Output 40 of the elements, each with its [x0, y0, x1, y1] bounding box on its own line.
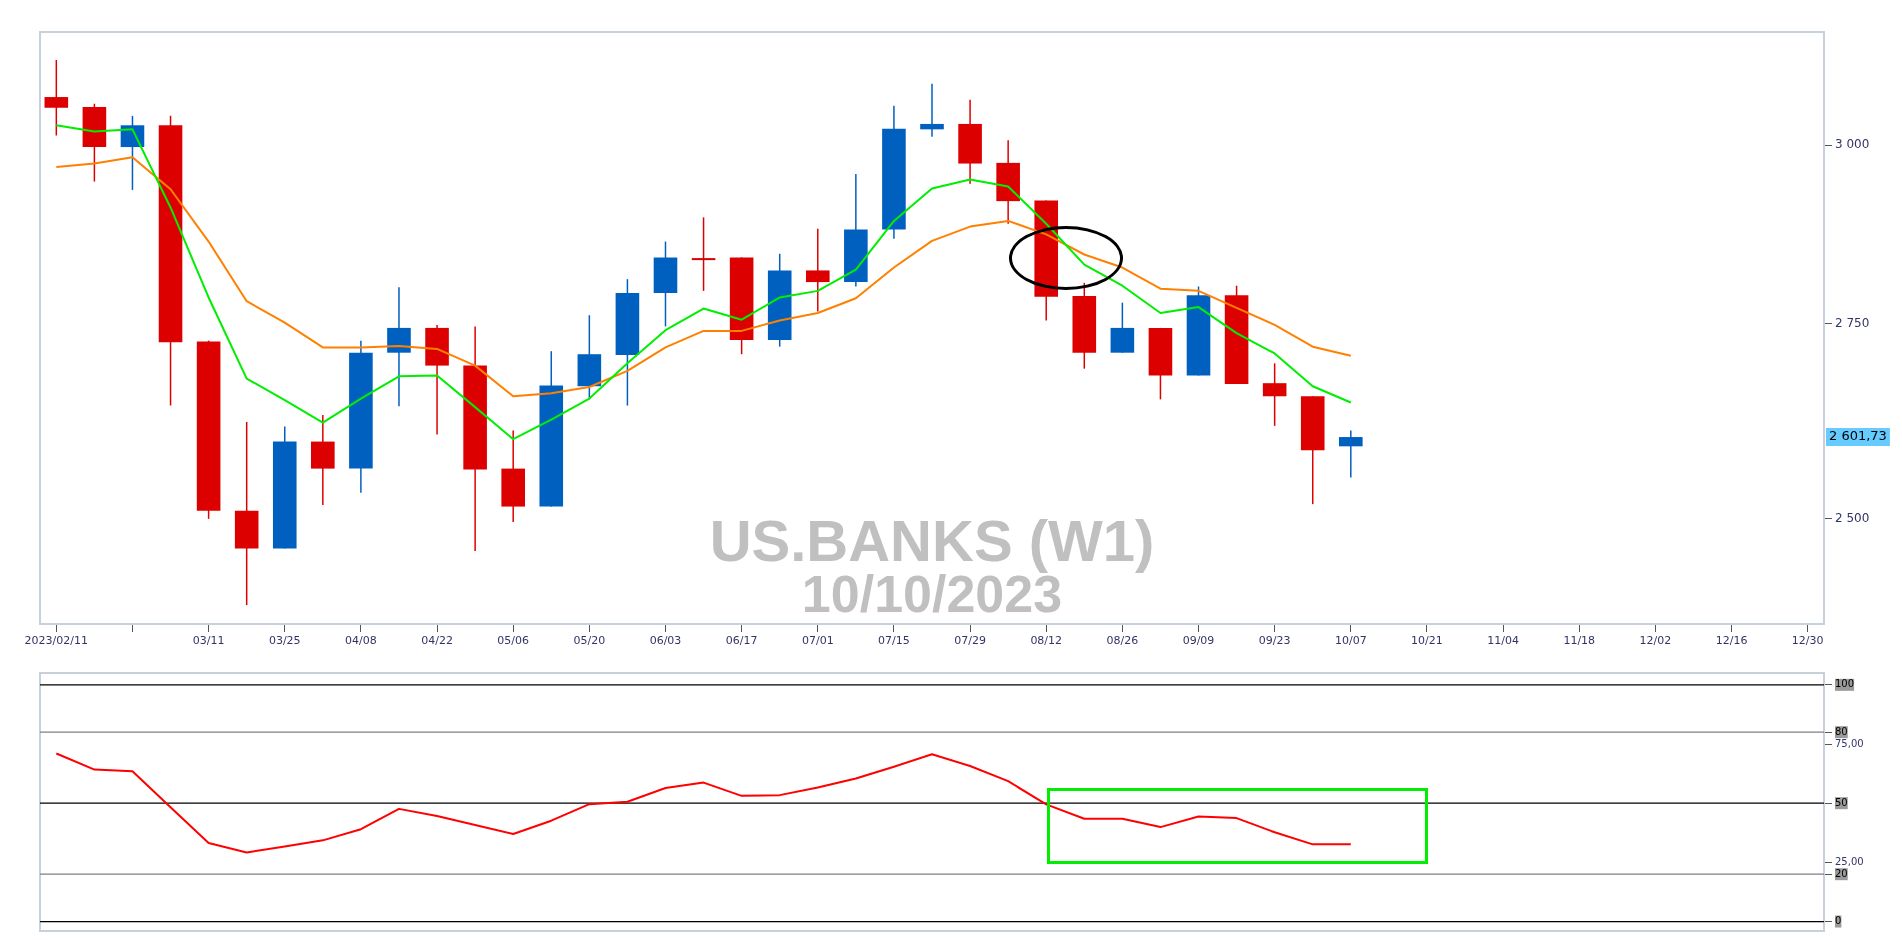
candlestick [1262, 362, 1287, 427]
candlestick [1339, 429, 1363, 479]
y-tick-label: 75,00 [1835, 737, 1864, 749]
y-tick-label: 100 [1835, 678, 1855, 690]
x-tick-label: 04/08 [345, 634, 377, 648]
y-tick-label: 0 [1835, 915, 1842, 927]
x-tick-label: 07/29 [954, 634, 986, 648]
x-tick-label: 04/22 [421, 634, 453, 648]
candlestick [44, 59, 69, 137]
x-tick-label: 07/01 [801, 634, 834, 648]
y-tick-label: 50 [1835, 796, 1848, 808]
x-tick-label: 06/17 [725, 634, 758, 648]
x-tick-label: 08/12 [1030, 634, 1063, 648]
x-tick-label: 09/23 [1258, 634, 1291, 648]
y-tick-label: 80 [1835, 725, 1848, 737]
x-tick-label: 11/18 [1563, 634, 1596, 648]
y-tick-label: 3 000 [1835, 137, 1870, 152]
y-tick-label: 20 [1835, 867, 1848, 879]
x-tick-label: 03/11 [192, 634, 225, 648]
x-tick-label: 09/09 [1182, 634, 1215, 648]
x-tick-label: 05/20 [573, 634, 606, 648]
y-tick-label: 2 750 [1835, 315, 1870, 330]
x-tick-label: 07/15 [878, 634, 910, 648]
x-tick-label: 03/25 [268, 634, 301, 648]
candlestick [805, 227, 830, 313]
candlestick [691, 216, 716, 292]
x-tick-label: 11/04 [1487, 634, 1519, 648]
x-tick-label: 12/30 [1791, 634, 1824, 648]
candlestick [920, 82, 944, 138]
x-tick-label: 12/16 [1715, 634, 1748, 648]
x-tick-label: 05/06 [497, 634, 530, 648]
text: 2 601,73 [1829, 428, 1887, 444]
x-tick-label: 2023/02/11 [24, 634, 89, 648]
x-tick-label: 12/02 [1639, 634, 1672, 648]
y-tick-label: 25,00 [1835, 855, 1864, 867]
x-tick-label: 08/26 [1106, 634, 1139, 648]
x-tick-label: 10/07 [1334, 634, 1367, 648]
x-tick-label: 06/03 [649, 634, 682, 648]
x-tick-label: 10/21 [1411, 634, 1443, 648]
y-tick-label: 2 500 [1835, 510, 1870, 525]
